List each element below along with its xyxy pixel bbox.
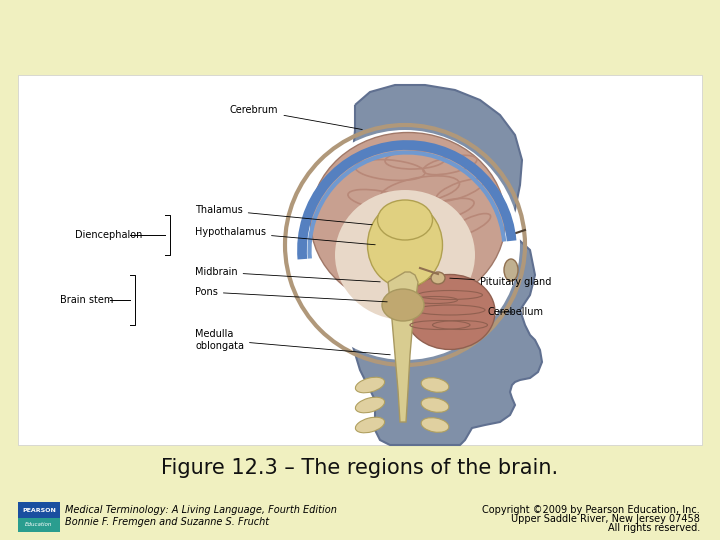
Ellipse shape <box>310 132 505 307</box>
Text: Copyright ©2009 by Pearson Education, Inc.: Copyright ©2009 by Pearson Education, In… <box>482 505 700 515</box>
Text: Cerebellum: Cerebellum <box>488 307 544 317</box>
Ellipse shape <box>367 202 443 287</box>
Ellipse shape <box>290 130 520 360</box>
Ellipse shape <box>421 397 449 413</box>
Text: All rights reserved.: All rights reserved. <box>608 523 700 533</box>
Text: Pituitary gland: Pituitary gland <box>450 277 552 287</box>
Ellipse shape <box>405 274 495 349</box>
Text: Midbrain: Midbrain <box>195 267 380 282</box>
Ellipse shape <box>431 272 445 284</box>
Bar <box>18 518 60 532</box>
Text: PEARSON: PEARSON <box>22 508 56 512</box>
Ellipse shape <box>382 289 424 321</box>
Text: Figure 12.3 – The regions of the brain.: Figure 12.3 – The regions of the brain. <box>161 458 559 478</box>
Bar <box>18 502 60 532</box>
Ellipse shape <box>356 377 384 393</box>
Text: Cerebrum: Cerebrum <box>230 105 362 130</box>
Ellipse shape <box>421 377 449 392</box>
Text: Medulla
oblongata: Medulla oblongata <box>195 329 390 355</box>
Text: Hypothalamus: Hypothalamus <box>195 227 375 245</box>
Ellipse shape <box>335 190 475 320</box>
Text: Thalamus: Thalamus <box>195 205 372 225</box>
Text: Bonnie F. Fremgen and Suzanne S. Frucht: Bonnie F. Fremgen and Suzanne S. Frucht <box>65 517 269 527</box>
Text: Brain stem: Brain stem <box>60 295 113 305</box>
PathPatch shape <box>388 272 418 422</box>
Text: Upper Saddle River, New Jersey 07458: Upper Saddle River, New Jersey 07458 <box>511 514 700 524</box>
Text: Education: Education <box>25 522 53 526</box>
Ellipse shape <box>504 259 518 281</box>
PathPatch shape <box>345 85 542 445</box>
Ellipse shape <box>356 397 384 413</box>
Bar <box>18 75 702 445</box>
Text: Medical Terminology: A Living Language, Fourth Edition: Medical Terminology: A Living Language, … <box>65 505 337 515</box>
Ellipse shape <box>421 418 449 433</box>
Ellipse shape <box>356 417 384 433</box>
Text: Diencephalon: Diencephalon <box>75 230 143 240</box>
Text: Pons: Pons <box>195 287 387 302</box>
Ellipse shape <box>377 200 433 240</box>
